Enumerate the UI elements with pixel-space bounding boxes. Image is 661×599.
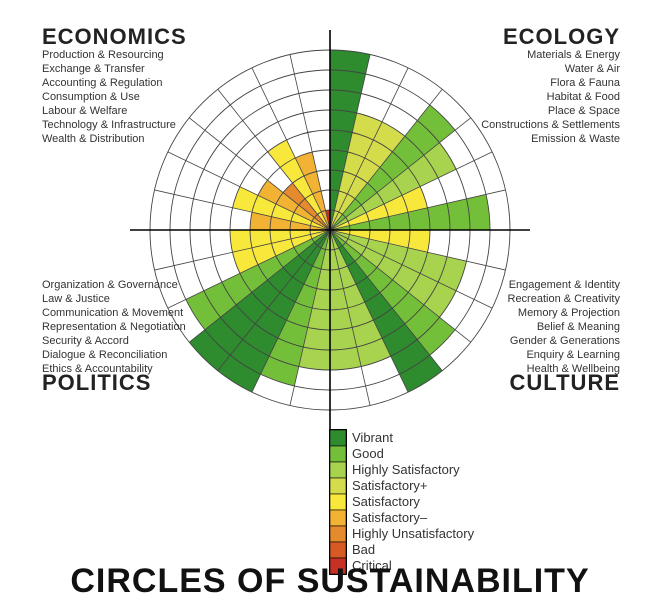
quadrant-sub-politics-1: Law & Justice — [42, 293, 110, 305]
legend-swatch-5 — [330, 494, 346, 510]
legend-swatch-4 — [330, 510, 346, 526]
quadrant-sub-economics-2: Accounting & Regulation — [42, 77, 162, 89]
quadrant-sub-ecology-4: Place & Space — [548, 105, 620, 117]
legend-label-7: Highly Satisfactory — [352, 462, 460, 477]
quadrant-sub-culture-5: Enquiry & Learning — [526, 349, 620, 361]
quadrant-sub-ecology-2: Flora & Fauna — [550, 77, 621, 89]
legend-swatch-3 — [330, 526, 346, 542]
quadrant-sub-culture-4: Gender & Generations — [510, 335, 621, 347]
quadrant-sub-economics-5: Technology & Infrastructure — [42, 119, 176, 131]
quadrant-sub-culture-3: Belief & Meaning — [537, 321, 620, 333]
quadrant-sub-culture-2: Memory & Projection — [518, 307, 620, 319]
legend-label-6: Satisfactory+ — [352, 478, 428, 493]
legend-swatch-7 — [330, 462, 346, 478]
quadrant-sub-politics-4: Security & Accord — [42, 335, 129, 347]
quadrant-sub-economics-1: Exchange & Transfer — [42, 63, 145, 75]
quadrant-sub-culture-0: Engagement & Identity — [509, 279, 621, 291]
quadrant-sub-ecology-3: Habitat & Food — [547, 91, 620, 103]
quadrant-sub-ecology-6: Emission & Waste — [531, 133, 620, 145]
quadrant-sub-politics-3: Representation & Negotiation — [42, 321, 186, 333]
legend-label-4: Satisfactory– — [352, 510, 428, 525]
legend-swatch-9 — [330, 430, 346, 446]
quadrant-sub-politics-0: Organization & Governance — [42, 279, 178, 291]
legend-label-5: Satisfactory — [352, 494, 420, 509]
quadrant-sub-economics-3: Consumption & Use — [42, 91, 140, 103]
legend-label-9: Vibrant — [352, 430, 393, 445]
legend-swatch-6 — [330, 478, 346, 494]
legend-swatch-8 — [330, 446, 346, 462]
quadrant-sub-ecology-5: Constructions & Settlements — [481, 119, 620, 131]
main-title: CIRCLES OF SUSTAINABILITY — [70, 562, 589, 599]
quadrant-title-ecology: ECOLOGY — [503, 24, 620, 49]
quadrant-sub-ecology-0: Materials & Energy — [527, 49, 620, 61]
quadrant-sub-economics-6: Wealth & Distribution — [42, 133, 145, 145]
legend-swatch-2 — [330, 542, 346, 558]
legend-label-2: Bad — [352, 542, 375, 557]
quadrant-sub-economics-4: Labour & Welfare — [42, 105, 127, 117]
quadrant-sub-ecology-1: Water & Air — [565, 63, 621, 75]
quadrant-sub-economics-0: Production & Resourcing — [42, 49, 164, 61]
quadrant-sub-politics-5: Dialogue & Reconciliation — [42, 349, 167, 361]
legend-label-8: Good — [352, 446, 384, 461]
quadrant-sub-politics-2: Communication & Movement — [42, 307, 183, 319]
sustainability-circle-diagram: ECOLOGYMaterials & Energy Water & Air Flor… — [0, 0, 661, 599]
legend-label-3: Highly Unsatisfactory — [352, 526, 475, 541]
quadrant-sub-culture-1: Recreation & Creativity — [508, 293, 621, 305]
quadrant-title-economics: ECONOMICS — [42, 24, 187, 49]
quadrant-sub-culture-6: Health & Wellbeing — [527, 363, 620, 375]
quadrant-sub-politics-6: Ethics & Accountability — [42, 363, 153, 375]
